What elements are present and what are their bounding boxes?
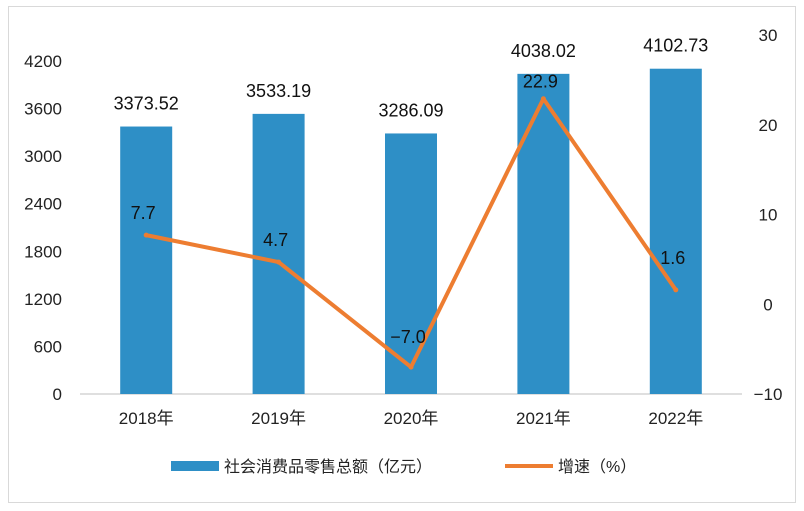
right-axis-tick-label: 20: [759, 116, 778, 135]
left-axis-tick-label: 2400: [24, 195, 62, 214]
x-axis-category-label: 2018年: [119, 409, 174, 428]
bar: [385, 133, 437, 394]
right-axis-tick-label: −10: [754, 385, 783, 404]
line-point: [540, 96, 546, 102]
x-axis-category-label: 2022年: [648, 409, 703, 428]
line-data-label: 4.7: [263, 230, 288, 250]
bar: [649, 68, 702, 394]
x-axis-category-label: 2021年: [516, 409, 571, 428]
bar-data-label: 3286.09: [378, 100, 443, 120]
x-axis-category-label: 2020年: [384, 409, 439, 428]
left-axis-tick-label: 1200: [24, 290, 62, 309]
bar-data-label: 3533.19: [246, 81, 311, 101]
line-data-label: −7.0: [390, 327, 426, 347]
bar-data-label: 3373.52: [114, 94, 179, 114]
line-point: [143, 232, 149, 238]
left-axis-tick-label: 0: [53, 385, 62, 404]
legend-label-bar: 社会消费品零售总额（亿元）: [224, 458, 432, 476]
left-axis-tick-label: 600: [34, 337, 62, 356]
line-data-label: 1.6: [660, 248, 685, 268]
left-axis-tick-label: 4200: [24, 52, 62, 71]
left-axis-tick-label: 1800: [24, 242, 62, 261]
legend-swatch-bar: [171, 461, 219, 471]
right-axis-tick-label: 10: [759, 206, 778, 225]
line-point: [276, 259, 282, 265]
right-axis-tick-label: 0: [763, 295, 772, 314]
bar-data-label: 4038.02: [511, 41, 576, 61]
right-axis-tick-label: 30: [759, 26, 778, 45]
bar: [120, 126, 173, 394]
line-data-label: 7.7: [131, 203, 156, 223]
left-axis-tick-label: 3600: [24, 100, 62, 119]
bar: [252, 113, 305, 395]
line-point: [673, 287, 679, 293]
bar-data-label: 4102.73: [643, 36, 708, 56]
legend-label-line: 增速（%）: [558, 458, 636, 476]
left-axis-tick-label: 3000: [24, 147, 62, 166]
x-axis-category-label: 2019年: [251, 409, 306, 428]
line-data-label: 22.9: [523, 72, 558, 92]
line-point: [408, 364, 414, 370]
